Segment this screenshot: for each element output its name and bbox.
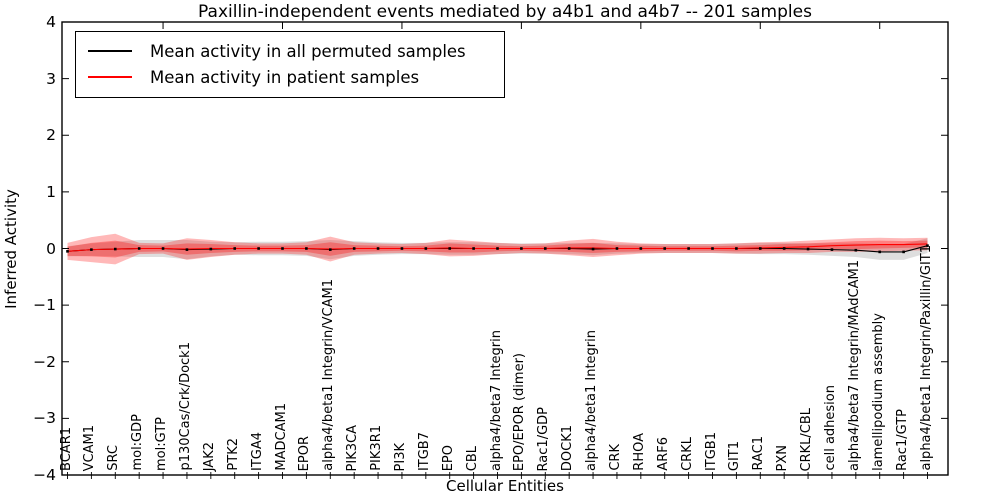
x-tick-label: DOCK1	[560, 424, 576, 471]
data-point-marker	[639, 247, 643, 250]
y-tick-label: −4	[33, 466, 56, 484]
data-point-marker	[185, 248, 189, 251]
y-tick-label: 1	[46, 182, 56, 201]
patient-line-swatch	[88, 76, 132, 78]
y-tick-label: −3	[33, 409, 56, 428]
data-point-marker	[591, 247, 595, 251]
y-tick-label: 0	[46, 239, 56, 258]
data-point-marker	[520, 247, 523, 250]
data-point-marker	[90, 248, 93, 251]
data-point-marker	[496, 247, 499, 250]
data-point-marker	[735, 247, 738, 250]
data-point-marker	[328, 248, 332, 251]
y-tick-label: 2	[46, 126, 56, 145]
x-tick-label: Rac1/GTP	[894, 409, 910, 471]
data-point-marker	[257, 247, 260, 250]
x-tick-label: CRKL/CBL	[799, 407, 815, 472]
data-point-marker	[161, 247, 165, 250]
data-point-marker	[66, 250, 69, 253]
x-tick-label: Rac1/GDP	[536, 406, 552, 471]
data-point-marker	[472, 247, 475, 250]
legend-entry-permuted: Mean activity in all permuted samples	[88, 38, 494, 64]
x-tick-label: MADCAM1	[273, 403, 289, 471]
y-tick-label: −2	[33, 352, 56, 371]
x-tick-label: alpha4/beta7 Integrin/MAdCAM1	[846, 260, 862, 471]
data-point-marker	[854, 248, 858, 252]
x-tick-label: cell adhesion	[822, 385, 838, 471]
data-point-marker	[543, 247, 547, 250]
x-tick-label: RHOA	[631, 433, 647, 471]
x-tick-label: EPOR	[297, 435, 313, 471]
x-tick-label: ITGB7	[416, 431, 432, 471]
x-tick-label: PI3K	[392, 442, 408, 471]
x-tick-label: alpha4/beta1 Integrin/VCAM1	[321, 279, 337, 471]
data-point-marker	[830, 248, 834, 251]
y-tick-label: −1	[33, 296, 56, 315]
permuted-line-swatch	[88, 50, 132, 52]
data-point-marker	[281, 247, 284, 250]
data-point-marker	[878, 250, 882, 254]
data-point-marker	[687, 247, 690, 250]
x-axis-label: Cellular Entities	[446, 477, 564, 495]
x-tick-label: ARF6	[655, 437, 671, 471]
x-tick-label: alpha4/beta1 Integrin/Paxillin/GIT1	[918, 245, 934, 471]
x-tick-label: ITGA4	[249, 431, 265, 471]
data-point-marker	[137, 247, 141, 250]
data-point-marker	[663, 247, 667, 250]
data-point-marker	[567, 247, 571, 250]
x-tick-label: RAC1	[751, 436, 767, 471]
legend-entry-patient: Mean activity in patient samples	[88, 64, 494, 90]
data-point-marker	[782, 247, 786, 250]
x-tick-label: alpha4/beta1 Integrin	[584, 329, 600, 471]
x-tick-label: VCAM1	[82, 424, 98, 471]
y-tick-label: 3	[46, 69, 56, 88]
x-tick-label: BCAR1	[58, 427, 74, 471]
data-point-marker	[305, 247, 308, 250]
data-point-marker	[400, 247, 404, 250]
x-tick-label: CBL	[464, 445, 480, 471]
x-tick-label: mol:GDP	[130, 414, 146, 471]
data-point-marker	[376, 247, 380, 250]
x-tick-label: PIK3R1	[369, 425, 385, 471]
data-point-marker	[424, 247, 428, 250]
legend-label-patient: Mean activity in patient samples	[150, 67, 420, 87]
data-point-marker	[113, 247, 117, 251]
legend-label-permuted: Mean activity in all permuted samples	[150, 41, 466, 61]
data-point-marker	[926, 244, 929, 247]
chart-title: Paxillin-independent events mediated by …	[198, 2, 812, 22]
x-tick-label: alpha4/beta7 Integrin	[488, 329, 504, 471]
x-tick-label: lamellipodium assembly	[870, 313, 886, 471]
x-tick-label: SRC	[106, 445, 122, 471]
data-point-marker	[615, 247, 619, 250]
x-tick-label: mol:GTP	[154, 417, 170, 471]
x-tick-label: p130Cas/Crk/Dock1	[177, 342, 193, 471]
x-tick-label: PTK2	[225, 438, 241, 471]
data-point-marker	[902, 250, 905, 254]
x-tick-label: CRKL	[679, 437, 695, 471]
data-point-marker	[806, 247, 810, 251]
legend: Mean activity in all permuted samples Me…	[75, 31, 505, 98]
x-tick-label: CRK	[607, 444, 623, 471]
data-point-marker	[758, 247, 762, 250]
data-point-marker	[233, 247, 237, 250]
x-tick-label: EPO/EPOR (dimer)	[512, 352, 528, 471]
x-tick-label: GIT1	[727, 440, 743, 471]
x-tick-label: EPO	[440, 444, 456, 471]
data-point-marker	[209, 247, 213, 251]
x-tick-label: JAK2	[201, 441, 217, 471]
data-point-marker	[711, 247, 714, 250]
data-point-marker	[448, 247, 452, 250]
data-point-marker	[352, 247, 356, 250]
x-tick-label: PIK3CA	[345, 424, 361, 471]
x-tick-label: PXN	[775, 444, 791, 471]
x-tick-label: ITGB1	[703, 431, 719, 471]
y-tick-label: 4	[46, 13, 56, 31]
